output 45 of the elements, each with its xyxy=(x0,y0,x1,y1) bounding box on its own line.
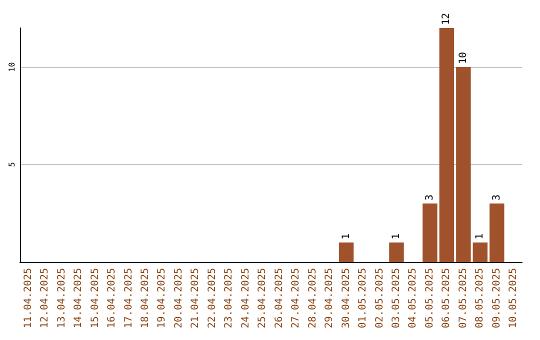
bar xyxy=(490,204,504,262)
x-tick-label: 26.04.2025 xyxy=(274,268,285,328)
data-label: 3 xyxy=(424,194,436,200)
x-tick-label: 28.04.2025 xyxy=(307,268,318,328)
x-tick-label: 02.05.2025 xyxy=(374,268,386,328)
bar xyxy=(338,242,354,262)
y-tick-label: 5 xyxy=(8,162,16,167)
x-tick-label: 21.04.2025 xyxy=(190,268,202,328)
x-tick-label: 09.05.2025 xyxy=(491,268,502,328)
x-tick-label: 15.04.2025 xyxy=(90,268,101,328)
x-tick-label: 22.04.2025 xyxy=(206,268,218,328)
x-tick-label: 19.04.2025 xyxy=(156,268,168,328)
x-tick-label: 04.05.2025 xyxy=(408,268,419,328)
x-tick-label: 03.05.2025 xyxy=(391,268,402,328)
data-label: 1 xyxy=(340,233,352,240)
data-label: 1 xyxy=(474,233,486,240)
x-tick-label: 24.04.2025 xyxy=(240,268,252,328)
x-tick-label: 13.04.2025 xyxy=(56,268,68,328)
x-tick-label: 01.05.2025 xyxy=(358,268,369,328)
x-tick-label: 14.04.2025 xyxy=(73,268,84,328)
x-tick-label: 11.04.2025 xyxy=(22,268,34,328)
data-label: 10 xyxy=(458,52,469,64)
x-tick-label: 30.04.2025 xyxy=(340,268,352,328)
x-tick-label: 29.04.2025 xyxy=(324,268,336,328)
x-tick-label: 16.04.2025 xyxy=(106,268,118,328)
x-tick-label: 17.04.2025 xyxy=(123,268,134,328)
x-tick-label: 06.05.2025 xyxy=(441,268,452,328)
x-tick-label: 05.05.2025 xyxy=(424,268,436,328)
bar xyxy=(422,204,438,262)
x-tick-label: 25.04.2025 xyxy=(257,268,268,328)
x-tick-label: 12.04.2025 xyxy=(40,268,51,328)
bar xyxy=(456,67,471,262)
bar xyxy=(472,242,488,262)
data-label: 1 xyxy=(391,233,402,240)
x-tick-label: 23.04.2025 xyxy=(224,268,235,328)
x-tick-label: 08.05.2025 xyxy=(474,268,486,328)
data-label: 12 xyxy=(441,12,452,25)
x-tick-label: 10.05.2025 xyxy=(508,268,520,328)
x-tick-label: 07.05.2025 xyxy=(458,268,469,328)
x-tick-label: 18.04.2025 xyxy=(140,268,151,328)
x-tick-label: 27.04.2025 xyxy=(290,268,302,328)
x-tick-label: 20.04.2025 xyxy=(173,268,184,328)
bar xyxy=(439,28,454,262)
data-label: 3 xyxy=(491,194,502,200)
bar xyxy=(389,242,404,262)
